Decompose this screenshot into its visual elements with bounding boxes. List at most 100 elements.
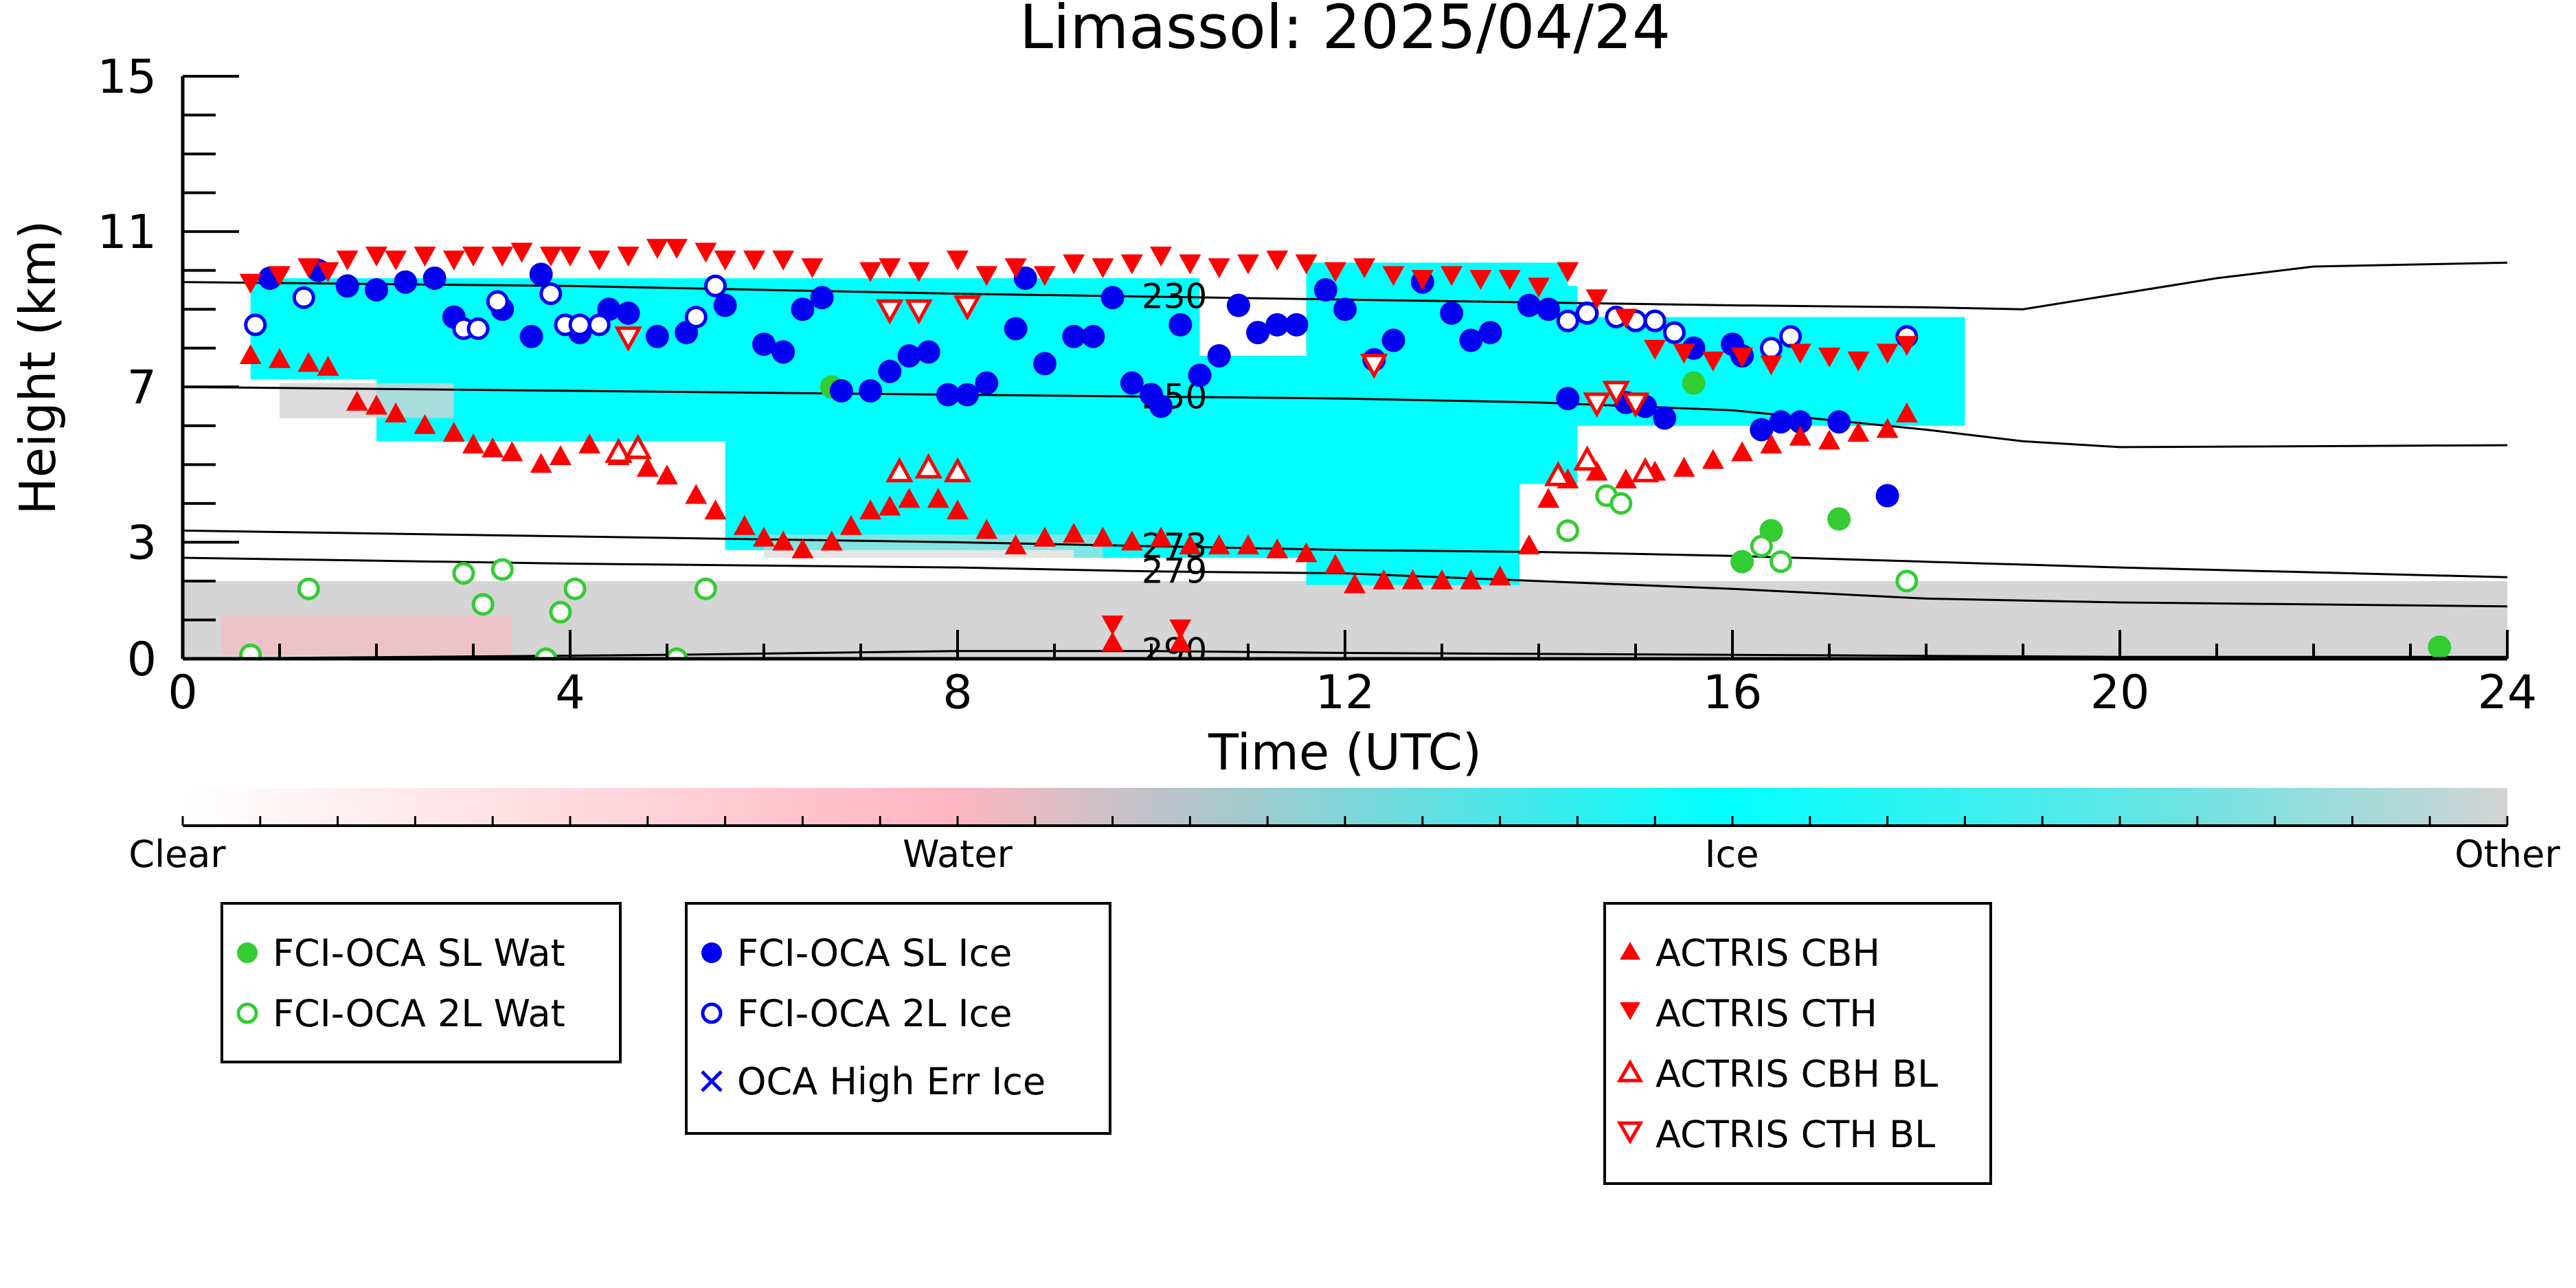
legend-swatch-2l-wat [236, 1002, 258, 1024]
point-actris-cbh [1460, 569, 1482, 589]
point-fci-oca-2l-ice [587, 313, 611, 337]
point-actris-cbh [1489, 565, 1511, 586]
point-actris-cth [879, 258, 901, 279]
point-actris-cth [239, 273, 262, 294]
y-tick-label: 3 [127, 516, 157, 570]
point-actris-cbh-bl [914, 453, 942, 479]
point-fci-oca-sl-wat [1730, 550, 1754, 574]
point-actris-cbh [385, 402, 407, 422]
point-fci-oca-sl-ice [1333, 297, 1357, 321]
legend-water-box [221, 902, 622, 1063]
point-actris-cth [1092, 258, 1114, 279]
legend-swatch-cth [1620, 1002, 1640, 1020]
point-actris-cth [907, 262, 930, 282]
point-actris-cth [1120, 254, 1143, 275]
point-actris-cbh-bl [1544, 461, 1572, 486]
point-fci-oca-sl-ice [1265, 313, 1289, 337]
point-fci-oca-sl-ice [771, 340, 795, 364]
point-actris-cbh [1179, 534, 1201, 555]
point-fci-oca-sl-ice [365, 278, 388, 302]
point-actris-cbh [1614, 468, 1637, 488]
point-fci-oca-2l-ice [539, 282, 563, 306]
point-actris-cbh [1237, 534, 1259, 555]
point-actris-cbh-bl [605, 438, 633, 463]
point-fci-oca-sl-ice [956, 383, 980, 407]
point-actris-cbh [879, 495, 901, 516]
x-tick-label: 20 [2090, 666, 2150, 720]
point-actris-cbh [1818, 429, 1840, 450]
point-actris-cth [801, 258, 824, 279]
point-fci-oca-sl-ice [897, 344, 921, 368]
point-actris-cbh [1033, 526, 1056, 547]
classification-patch [1539, 317, 1965, 426]
point-actris-cth-bl [1621, 392, 1650, 418]
point-fci-oca-sl-ice [878, 359, 902, 383]
point-fci-oca-sl-ice [1013, 266, 1037, 290]
point-fci-oca-2l-wat [549, 600, 572, 624]
legend-label-cbh-bl: ACTRIS CBH BL [1656, 1052, 1938, 1096]
point-fci-oca-sl-ice [936, 383, 960, 407]
point-fci-oca-2l-wat [563, 577, 587, 600]
point-actris-cbh-bl [943, 457, 972, 483]
colorbar: Clear Water Ice Other [128, 788, 2560, 876]
legend-label-cbh: ACTRIS CBH [1656, 931, 1880, 975]
point-actris-cth [269, 266, 291, 286]
point-actris-cbh [365, 394, 387, 415]
legend-water: FCI-OCA SL Wat FCI-OCA 2L Wat [221, 902, 622, 1063]
point-fci-oca-sl-ice [859, 379, 883, 403]
point-actris-cth [1731, 348, 1754, 368]
point-fci-oca-2l-wat [1609, 492, 1633, 515]
point-actris-cbh [1789, 425, 1811, 446]
point-actris-cth [1440, 266, 1463, 286]
point-actris-cbh-bl [1573, 445, 1601, 471]
point-actris-cth [1702, 351, 1724, 372]
point-actris-cth [1469, 269, 1492, 290]
point-actris-cbh [501, 441, 523, 462]
point-actris-cth [772, 250, 795, 271]
point-fci-oca-2l-ice [684, 306, 708, 329]
point-actris-cth [1528, 278, 1550, 298]
point-fci-oca-sl-ice [1788, 410, 1812, 434]
point-actris-cth [1169, 619, 1192, 640]
point-actris-cbh [414, 414, 436, 434]
point-actris-cbh [1092, 526, 1114, 547]
classification-patch [1074, 356, 1326, 558]
point-actris-cth [414, 247, 436, 267]
point-fci-oca-2l-ice [466, 317, 490, 340]
point-actris-cbh [704, 499, 727, 520]
legend-label-cth: ACTRIS CTH [1656, 992, 1877, 1035]
legend-swatch-cth-bl [1616, 1121, 1644, 1145]
point-actris-cth-bl [876, 299, 904, 325]
legend-label-sl-ice: FCI-OCA SL Ice [737, 931, 1012, 975]
point-actris-cth [1557, 262, 1579, 282]
point-fci-oca-2l-ice [486, 290, 509, 313]
point-actris-cbh [1208, 534, 1230, 555]
point-fci-oca-sl-ice [394, 270, 418, 294]
point-actris-cbh [317, 356, 339, 376]
point-fci-oca-2l-wat [1770, 550, 1792, 574]
point-fci-oca-sl-ice [1875, 484, 1899, 508]
point-fci-oca-sl-ice [1004, 317, 1028, 341]
point-fci-oca-sl-ice [916, 340, 940, 364]
point-actris-cbh [549, 445, 572, 466]
legend-ice: FCI-OCA SL Ice FCI-OCA 2L Ice OCA High E… [685, 902, 1111, 1135]
point-actris-cbh [1673, 456, 1695, 477]
legend-swatch-cbh-bl [1616, 1059, 1644, 1083]
point-actris-cth [491, 247, 514, 267]
point-fci-oca-2l-ice [1576, 302, 1598, 325]
point-actris-cth [1063, 254, 1085, 275]
point-fci-oca-2l-ice [1556, 309, 1579, 332]
point-fci-oca-sl-ice [1100, 286, 1125, 310]
point-actris-cbh [685, 484, 708, 504]
point-fci-oca-2l-wat [471, 593, 495, 616]
classification-patch [221, 615, 512, 655]
point-actris-cbh [1120, 530, 1143, 551]
legend-swatch-2l-ice [701, 1002, 723, 1024]
point-fci-oca-2l-ice [292, 286, 315, 309]
point-fci-oca-2l-wat [452, 562, 475, 585]
point-actris-cbh [239, 344, 262, 365]
colorbar-label-water: Water [903, 833, 1013, 876]
colorbar-label-clear: Clear [128, 833, 226, 876]
